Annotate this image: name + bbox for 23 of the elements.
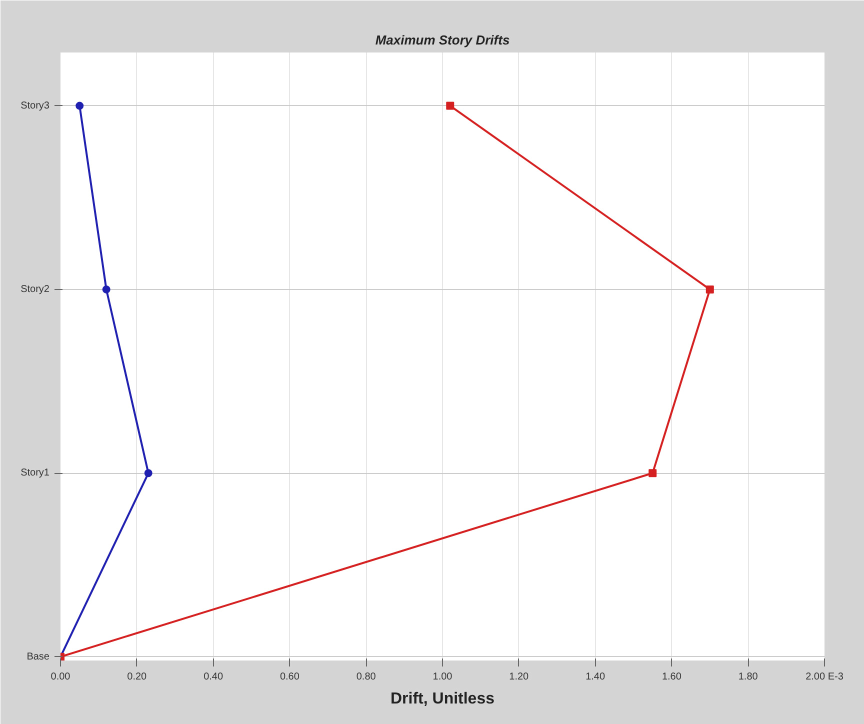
- point: [76, 102, 84, 110]
- point: [102, 285, 110, 294]
- x-tick-label: 0.00: [50, 672, 71, 682]
- x-tick-label: 0.20: [127, 672, 148, 682]
- x-tick-label: 1.20: [509, 672, 530, 682]
- point: [446, 102, 454, 110]
- x-tick-label: 0.80: [356, 672, 376, 682]
- x-tick-label: 1.00: [432, 672, 453, 682]
- x-tick-label: 0.60: [280, 672, 300, 682]
- point: [648, 469, 657, 478]
- x-tick-label: 2.00 E-3: [806, 672, 844, 682]
- point: [144, 469, 152, 478]
- chart-title: Maximum Story Drifts: [375, 32, 510, 48]
- x-tick-label: 0.40: [204, 672, 224, 682]
- point: [706, 285, 714, 294]
- x-axis-title: Drift, Unitless: [390, 690, 495, 708]
- x-tick-label: 1.40: [586, 672, 606, 682]
- x-tick-label: 1.60: [662, 672, 682, 682]
- y-tick-label: Story1: [20, 468, 50, 479]
- y-tick-label: Story3: [20, 100, 50, 112]
- y-tick-label: Story2: [20, 284, 50, 295]
- y-tick-label: Base: [26, 651, 50, 662]
- x-tick-label: 1.80: [738, 672, 758, 682]
